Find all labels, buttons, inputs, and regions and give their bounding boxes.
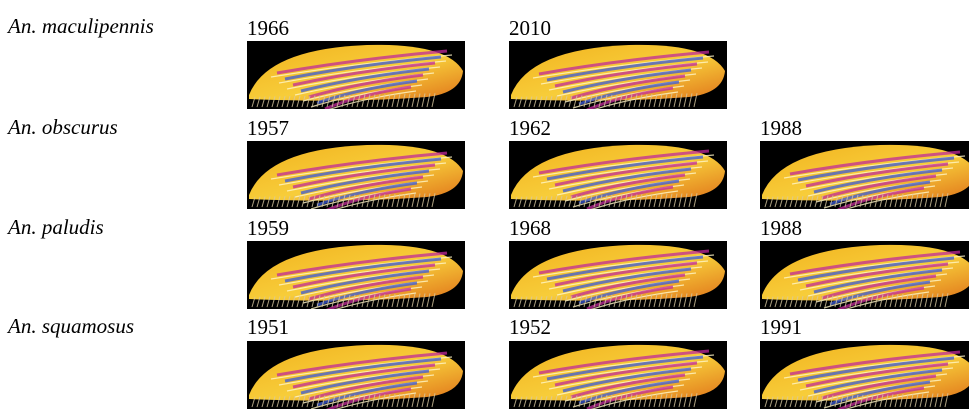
wing-photo bbox=[247, 341, 465, 409]
wing-photo bbox=[509, 341, 727, 409]
wing-illustration bbox=[247, 341, 465, 409]
year-label: 1962 bbox=[509, 116, 551, 140]
wing-illustration bbox=[760, 341, 969, 409]
wing-illustration bbox=[760, 141, 969, 209]
wing-illustration bbox=[760, 241, 969, 309]
wing-photo bbox=[509, 41, 727, 109]
year-label: 1957 bbox=[247, 116, 289, 140]
year-label: 1966 bbox=[247, 16, 289, 40]
year-label: 1988 bbox=[760, 216, 802, 240]
year-label: 1951 bbox=[247, 315, 289, 339]
species-label-squamosus: An. squamosus bbox=[8, 314, 135, 338]
year-label: 1952 bbox=[509, 315, 551, 339]
species-label-obscurus: An. obscurus bbox=[8, 115, 118, 139]
wing-photo bbox=[247, 241, 465, 309]
year-label: 1968 bbox=[509, 216, 551, 240]
wing-photo bbox=[509, 241, 727, 309]
wing-illustration bbox=[509, 141, 727, 209]
wing-photo bbox=[247, 41, 465, 109]
wing-illustration bbox=[247, 241, 465, 309]
year-label: 1988 bbox=[760, 116, 802, 140]
wing-photo bbox=[760, 341, 969, 409]
wing-illustration bbox=[247, 141, 465, 209]
wing-illustration bbox=[509, 41, 727, 109]
year-label: 1991 bbox=[760, 315, 802, 339]
species-label-paludis: An. paludis bbox=[8, 215, 104, 239]
year-label: 2010 bbox=[509, 16, 551, 40]
wing-photo bbox=[247, 141, 465, 209]
species-label-maculipennis: An. maculipennis bbox=[8, 14, 154, 38]
wing-photo bbox=[760, 241, 969, 309]
wing-photo bbox=[509, 141, 727, 209]
year-label: 1959 bbox=[247, 216, 289, 240]
wing-illustration bbox=[509, 241, 727, 309]
wing-illustration bbox=[247, 41, 465, 109]
wing-illustration bbox=[509, 341, 727, 409]
wing-photo bbox=[760, 141, 969, 209]
